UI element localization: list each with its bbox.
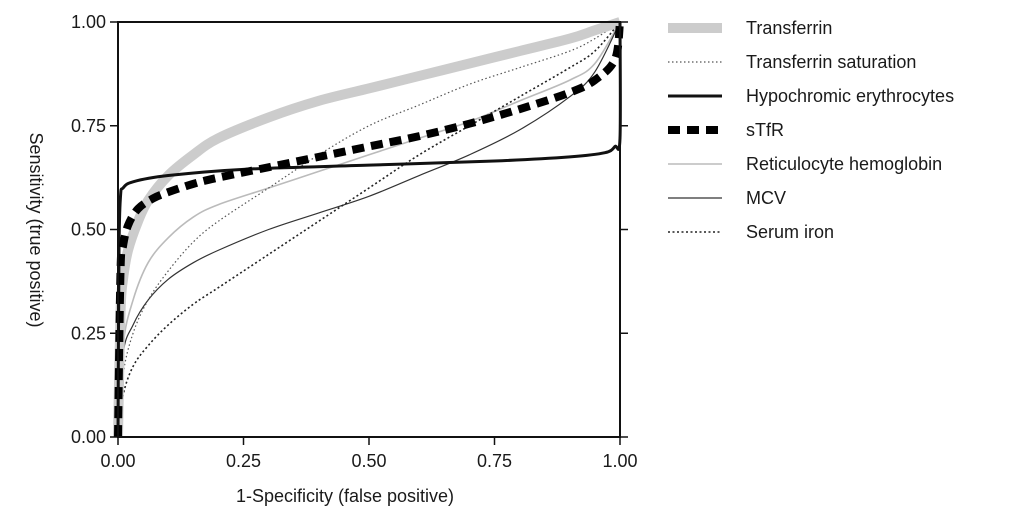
y-axis-title: Sensitivity (true positive) (26, 132, 46, 327)
x-tick-label: 0.75 (477, 451, 512, 471)
series-line-mcv (117, 21, 621, 438)
legend-item: Hypochromic erythrocytes (668, 86, 954, 106)
legend-label: Transferrin saturation (746, 52, 916, 72)
series-lines (113, 17, 624, 438)
y-tick-label: 0.25 (71, 323, 106, 343)
legend-item: Reticulocyte hemoglobin (668, 154, 942, 174)
legend-label: Transferrin (746, 18, 832, 38)
legend-item: MCV (668, 188, 786, 208)
legend-label: sTfR (746, 120, 784, 140)
x-tick-label: 1.00 (602, 451, 637, 471)
legend-item: Transferrin (668, 18, 832, 38)
axis-ticks: 0.00 0.25 0.50 0.75 1.00 0.00 0.25 0.50 0.75 1.00 (71, 12, 638, 471)
x-tick-label: 0.00 (100, 451, 135, 471)
legend-label: Reticulocyte hemoglobin (746, 154, 942, 174)
legend: Transferrin Transferrin saturation Hypochr… (668, 18, 954, 242)
x-tick-label: 0.50 (351, 451, 386, 471)
series-line-serum-iron (117, 21, 621, 438)
series-line-reticulocyte-hemoglobin (117, 21, 621, 438)
y-tick-label: 0.50 (71, 220, 106, 240)
series-line-transferrin (113, 17, 622, 438)
legend-item: Serum iron (668, 222, 834, 242)
y-tick-label: 1.00 (71, 12, 106, 32)
y-tick-label: 0.75 (71, 116, 106, 136)
legend-label: MCV (746, 188, 786, 208)
series-line-transferrin-saturation (117, 21, 621, 438)
y-tick-label: 0.00 (71, 427, 106, 447)
legend-item: sTfR (668, 120, 784, 140)
legend-label: Hypochromic erythrocytes (746, 86, 954, 106)
legend-item: Transferrin saturation (668, 52, 916, 72)
x-tick-label: 0.25 (226, 451, 261, 471)
legend-label: Serum iron (746, 222, 834, 242)
series-line-hypochromic-erythrocytes (116, 21, 622, 438)
x-axis-title: 1-Specificity (false positive) (236, 486, 454, 506)
